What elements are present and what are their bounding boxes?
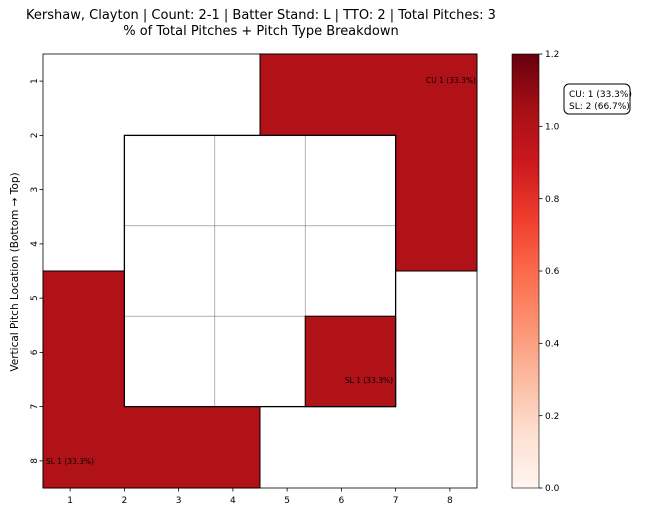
- strike-zone-border: [123, 134, 397, 408]
- summary-line: CU: 1 (33.3%): [569, 90, 632, 100]
- cell-annotation: SL 1 (33.3%): [46, 457, 94, 466]
- chart-title: Kershaw, Clayton | Count: 2-1 | Batter S…: [26, 8, 496, 23]
- y-tick-label: 7: [30, 404, 40, 410]
- plot-frame: [42, 53, 478, 489]
- y-tick-label: 3: [30, 187, 40, 193]
- x-tick-label: 4: [230, 496, 236, 506]
- heatmap-cell: [305, 316, 396, 407]
- y-tick-label: 1: [30, 78, 40, 84]
- colorbar-tick-label: 0.8: [545, 195, 560, 205]
- colorbar-tick-label: 0.4: [545, 339, 560, 349]
- x-tick-label: 8: [447, 496, 453, 506]
- colorbar-tick-label: 1.0: [545, 122, 560, 132]
- y-axis-label: Vertical Pitch Location (Bottom → Top): [9, 172, 21, 371]
- colorbar-tick-label: 1.2: [545, 50, 559, 60]
- heatmap-plot: CU 1 (33.3%) SL 1 (33.3%) SL 1 (33.3%) 1 2 3 4…: [30, 53, 478, 506]
- x-tick-label: 2: [122, 496, 128, 506]
- colorbar: 0.0 0.2 0.4 0.6 0.8 1.0 1.2: [511, 50, 560, 494]
- colorbar-gradient: [512, 54, 539, 488]
- x-tick-label: 1: [67, 496, 73, 506]
- x-tick-label: 7: [393, 496, 399, 506]
- x-tick-label: 3: [176, 496, 182, 506]
- pitch-type-summary: CU: 1 (33.3%) SL: 2 (66.7%): [563, 83, 632, 115]
- colorbar-tick-label: 0.2: [545, 412, 559, 422]
- summary-box: [563, 83, 631, 115]
- cell-annotation: CU 1 (33.3%): [426, 76, 476, 85]
- y-tick-label: 8: [30, 458, 40, 464]
- cell-annotation: SL 1 (33.3%): [345, 376, 393, 385]
- y-tick-label: 6: [30, 349, 40, 355]
- chart-subtitle: % of Total Pitches + Pitch Type Breakdow…: [123, 24, 399, 39]
- y-tick-label: 2: [30, 133, 40, 139]
- y-tick-label: 5: [30, 295, 40, 301]
- colorbar-tick-label: 0.0: [545, 484, 560, 494]
- summary-line: SL: 2 (66.7%): [569, 102, 630, 112]
- x-tick-label: 6: [339, 496, 345, 506]
- y-tick-label: 4: [30, 241, 40, 247]
- colorbar-tick-label: 0.6: [545, 267, 560, 277]
- x-tick-label: 5: [284, 496, 290, 506]
